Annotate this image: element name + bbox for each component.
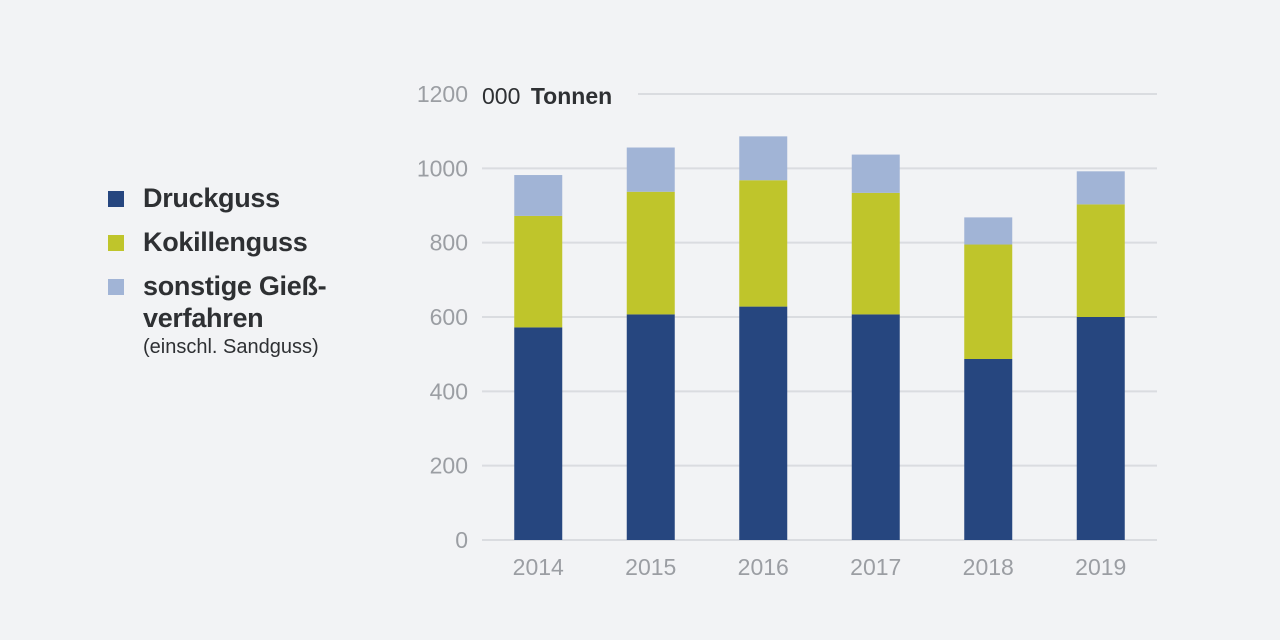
legend-item-druckguss: Druckguss — [108, 182, 326, 214]
y-tick-label: 200 — [430, 453, 468, 479]
y-tick-label: 600 — [430, 304, 468, 330]
legend-swatch-kokillenguss — [108, 235, 124, 251]
bar-2019-series-2 — [1076, 171, 1125, 205]
bar-2014-series-2 — [514, 175, 563, 216]
x-tick-label: 2016 — [738, 554, 789, 580]
unit-label: 000 Tonnen — [482, 83, 612, 109]
y-axis-ticks: 0 200 400 600 800 1000 1200 — [417, 81, 468, 553]
bar-2015-series-2 — [626, 147, 675, 192]
bar-2019-series-0 — [1076, 317, 1125, 540]
legend-label-sonstige: sonstige Gieß- verfahren — [143, 271, 327, 333]
y-tick-label: 800 — [430, 230, 468, 256]
legend-note-sonstige: (einschl. Sandguss) — [143, 336, 319, 358]
bar-2017-series-2 — [851, 154, 900, 193]
bar-2018-series-1 — [964, 244, 1013, 359]
x-tick-label: 2014 — [513, 554, 564, 580]
legend: Druckguss Kokillenguss sonstige Gieß- ve… — [108, 182, 327, 372]
bar-2018-series-2 — [964, 217, 1013, 245]
bar-2016-series-0 — [739, 306, 788, 540]
x-tick-label: 2015 — [625, 554, 676, 580]
bar-2014-series-0 — [514, 327, 563, 540]
bar-2015-series-0 — [626, 314, 675, 540]
legend-item-kokillenguss: Kokillenguss — [108, 226, 326, 258]
legend-label-kokillenguss: Kokillenguss — [143, 227, 308, 257]
legend-swatch-druckguss — [108, 191, 124, 207]
legend-swatch-sonstige — [108, 279, 124, 295]
bar-2016-series-1 — [739, 180, 788, 307]
unit-number: 000 — [482, 83, 520, 109]
bar-2017-series-1 — [851, 192, 900, 315]
y-tick-label: 400 — [430, 378, 468, 404]
x-tick-label: 2019 — [1075, 554, 1126, 580]
y-tick-label: 1200 — [417, 81, 468, 107]
bar-2018-series-0 — [964, 358, 1013, 540]
legend-label-druckguss: Druckguss — [143, 183, 280, 213]
x-tick-label: 2018 — [963, 554, 1014, 580]
bar-2014-series-1 — [514, 215, 563, 328]
bars — [514, 136, 1125, 540]
gridlines — [482, 93, 1157, 541]
unit-text: Tonnen — [531, 83, 612, 109]
bar-2019-series-1 — [1076, 204, 1125, 317]
y-tick-label: 0 — [455, 527, 468, 553]
bar-2015-series-1 — [626, 191, 675, 315]
x-axis-ticks: 2014 2015 2016 2017 2018 2019 — [513, 554, 1127, 580]
y-tick-label: 1000 — [417, 155, 468, 181]
legend-item-sonstige: sonstige Gieß- verfahren (einschl. Sandg… — [108, 270, 327, 360]
x-tick-label: 2017 — [850, 554, 901, 580]
bar-2016-series-2 — [739, 136, 788, 181]
bar-2017-series-0 — [851, 314, 900, 540]
